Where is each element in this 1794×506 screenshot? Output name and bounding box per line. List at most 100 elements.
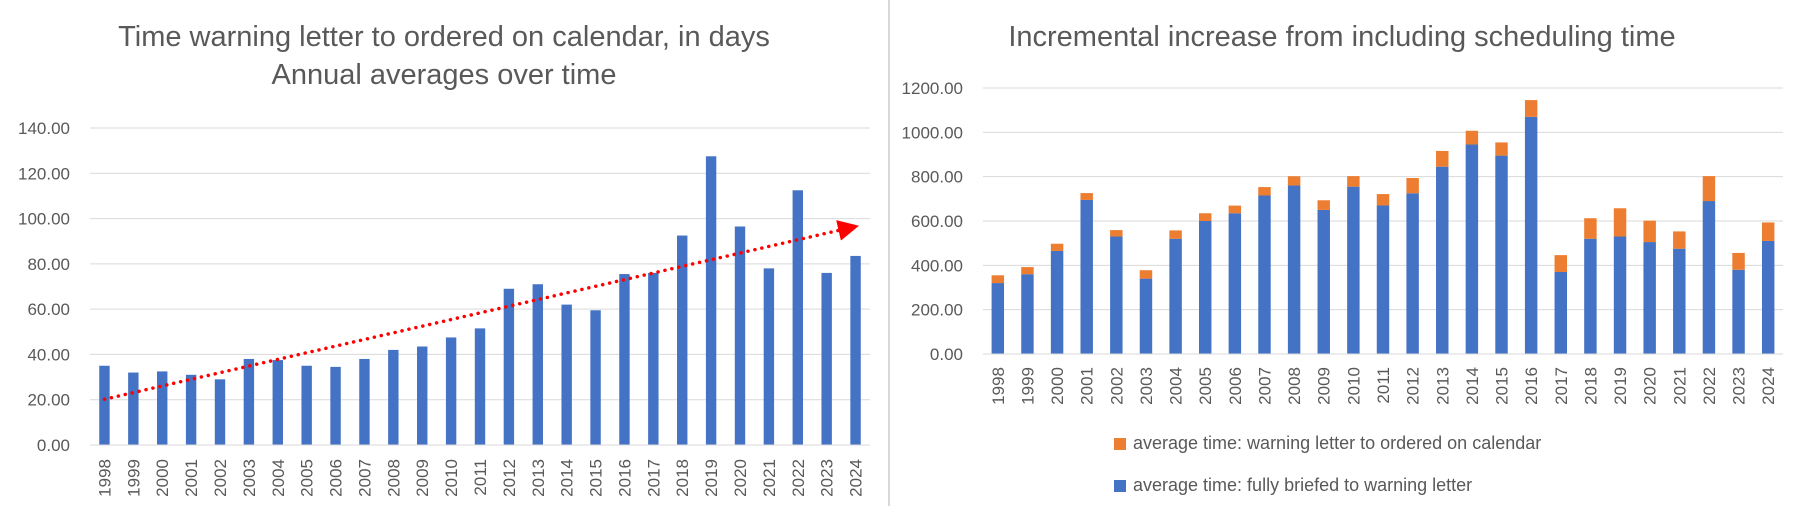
x-tick-label: 1999 [1018, 367, 1037, 405]
left-chart-subtitle: Annual averages over time [271, 59, 617, 91]
x-tick-label: 2010 [1344, 367, 1363, 405]
bar [850, 255, 861, 445]
x-tick-label: 2007 [1255, 367, 1274, 405]
bar-series-0 [1228, 213, 1242, 354]
bar [359, 358, 370, 445]
bar-series-1 [1406, 177, 1419, 194]
panel-divider [888, 0, 890, 506]
legend-swatch-blue [1114, 480, 1126, 492]
bar-series-0 [1584, 238, 1597, 354]
bar-series-0 [1347, 186, 1360, 354]
bar-series-1 [1287, 176, 1301, 186]
y-tick-label: 1200.00 [902, 79, 963, 98]
x-tick-label: 2004 [269, 459, 288, 497]
x-tick-label: 2000 [1048, 367, 1067, 405]
bar-series-0 [1169, 238, 1182, 354]
x-tick-label: 2018 [673, 459, 692, 497]
y-tick-label: 800.00 [911, 168, 963, 187]
y-tick-label: 120.00 [18, 164, 70, 183]
x-tick-label: 2001 [1078, 367, 1097, 405]
y-tick-label: 20.00 [27, 391, 70, 410]
bar-series-1 [1376, 194, 1390, 206]
bar-series-0 [1376, 205, 1390, 354]
x-tick-label: 2022 [789, 459, 808, 497]
bar [532, 284, 543, 445]
x-tick-label: 2021 [760, 459, 779, 497]
bar-series-1 [991, 275, 1005, 284]
x-tick-label: 2017 [644, 459, 663, 497]
x-tick-label: 2000 [153, 459, 172, 497]
bar [677, 235, 688, 445]
legend-swatch-orange [1114, 438, 1126, 450]
x-tick-label: 2002 [211, 459, 230, 497]
x-tick-label: 2022 [1700, 367, 1719, 405]
left-chart-title: Time warning letter to ordered on calend… [118, 21, 770, 53]
bar-series-0 [991, 283, 1005, 354]
y-tick-label: 60.00 [27, 300, 70, 319]
bar [648, 272, 659, 445]
y-tick-label: 0.00 [930, 345, 963, 364]
bar [128, 372, 139, 445]
x-tick-label: 2002 [1107, 367, 1126, 405]
bar-series-0 [1287, 185, 1301, 354]
x-tick-label: 2011 [471, 459, 490, 496]
bar-series-1 [1110, 230, 1123, 237]
x-tick-label: 2008 [1285, 367, 1304, 405]
trendline [102, 220, 859, 402]
x-tick-label: 1999 [124, 459, 143, 497]
bar-series-1 [1080, 193, 1093, 200]
bar-series-1 [1021, 267, 1034, 275]
x-tick-label: 2014 [558, 459, 577, 497]
bar-series-1 [1139, 270, 1153, 279]
legend-item-warning-to-calendar: average time: warning letter to ordered … [1114, 433, 1541, 454]
x-tick-label: 2024 [1759, 367, 1778, 405]
bar-series-0 [1702, 201, 1716, 354]
bar-series-0 [1465, 144, 1479, 354]
x-tick-label: 2003 [1137, 367, 1156, 405]
x-tick-label: 2003 [240, 459, 259, 497]
y-tick-label: 400.00 [911, 256, 963, 275]
x-tick-label: 2012 [500, 459, 519, 497]
x-tick-label: 2006 [327, 459, 346, 497]
bar [185, 374, 197, 445]
x-tick-label: 2013 [529, 459, 548, 497]
x-tick-label: 2008 [384, 459, 403, 497]
x-tick-label: 2012 [1404, 367, 1423, 405]
bar-series-0 [1436, 166, 1449, 354]
bar-series-0 [1673, 248, 1686, 354]
bar [619, 274, 630, 445]
bar [272, 360, 283, 445]
bar-series-0 [1021, 274, 1034, 354]
y-tick-label: 40.00 [27, 345, 70, 364]
bar-series-0 [1613, 236, 1627, 354]
x-tick-label: 2020 [1641, 367, 1660, 405]
x-tick-label: 2024 [847, 459, 866, 497]
x-tick-label: 2016 [1522, 367, 1541, 405]
x-tick-label: 2009 [1315, 367, 1334, 405]
bar [705, 156, 717, 445]
legend-label-briefed-to-warning: average time: fully briefed to warning l… [1133, 475, 1473, 495]
bar-series-0 [1554, 271, 1567, 354]
bar [330, 366, 341, 445]
right-chart-title-block: Incremental increase from including sche… [890, 18, 1794, 56]
left-chart-panel: Time warning letter to ordered on calend… [0, 0, 888, 506]
x-tick-label: 1998 [989, 367, 1008, 405]
x-tick-label: 2014 [1463, 367, 1482, 405]
bar-series-1 [1524, 100, 1538, 117]
x-tick-label: 2013 [1433, 367, 1452, 405]
bar-series-0 [1732, 269, 1745, 354]
left-chart-title-block: Time warning letter to ordered on calend… [0, 18, 888, 94]
bar-series-1 [1673, 231, 1686, 249]
bar [445, 337, 457, 445]
bar [157, 371, 168, 445]
x-tick-label: 2017 [1552, 367, 1571, 405]
bar-series-1 [1702, 176, 1716, 202]
bar-series-1 [1228, 205, 1242, 214]
bar [214, 379, 226, 445]
x-tick-label: 2001 [182, 459, 201, 497]
bar [763, 268, 775, 445]
x-tick-label: 2023 [818, 459, 837, 497]
bar-series-0 [1050, 250, 1064, 354]
bar [590, 310, 601, 445]
bar-series-0 [1406, 193, 1419, 354]
